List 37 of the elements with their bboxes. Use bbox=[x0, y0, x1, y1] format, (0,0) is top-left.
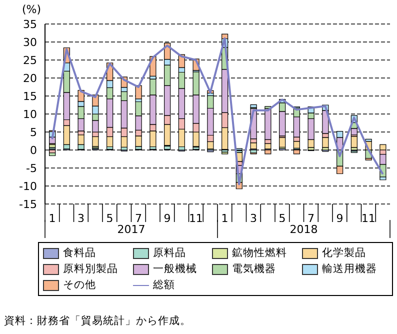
legend-label: 食料品 bbox=[63, 246, 96, 260]
text: 資料：財務省「貿易統計」から作成。 bbox=[4, 314, 191, 328]
x-tick-label: 5 bbox=[106, 212, 114, 225]
x-tick-label: 5 bbox=[278, 212, 286, 225]
x-tick-label: 3 bbox=[77, 212, 84, 225]
legend-label: 原料別製品 bbox=[63, 262, 118, 276]
x-tick-label: 11 bbox=[188, 212, 203, 225]
y-tick-label: 10 bbox=[23, 108, 37, 121]
text: 2017 bbox=[117, 223, 146, 236]
y-tick-label: -10 bbox=[19, 180, 37, 193]
y-tick-label: 35 bbox=[23, 18, 37, 31]
x-tick-label: 1 bbox=[48, 212, 56, 225]
y-tick-label: -15 bbox=[19, 198, 37, 211]
x-tick-label: 7 bbox=[134, 212, 142, 225]
x-tick-label: 11 bbox=[361, 212, 376, 225]
text: 2018 bbox=[290, 223, 318, 236]
y-tick-label: 25 bbox=[23, 54, 37, 67]
legend-label: 原料品 bbox=[153, 246, 186, 260]
y-tick-label: 20 bbox=[23, 72, 37, 85]
x-tick-label: 3 bbox=[250, 212, 257, 225]
y-tick-label: -5 bbox=[26, 162, 37, 175]
x-tick-label: 9 bbox=[164, 212, 171, 225]
x-tick-label: 7 bbox=[307, 212, 314, 225]
y-tick-label: 30 bbox=[23, 36, 37, 49]
legend-label: 化学製品 bbox=[322, 246, 366, 260]
y-tick-label: 0 bbox=[30, 144, 37, 157]
legend-label: 一般機械 bbox=[153, 262, 197, 276]
legend-label: 電気機器 bbox=[232, 262, 276, 276]
legend-label: 総額 bbox=[153, 278, 175, 292]
legend-label: その他 bbox=[63, 278, 96, 292]
y-axis-title: (%) bbox=[22, 3, 42, 16]
y-tick-label: 15 bbox=[23, 90, 37, 103]
y-tick-label: 5 bbox=[30, 126, 37, 139]
legend-label: 鉱物性燃料 bbox=[232, 246, 287, 260]
x-tick-label: 9 bbox=[336, 212, 344, 225]
x-tick-label: 1 bbox=[221, 212, 228, 225]
legend-label: 輸送用機器 bbox=[322, 262, 377, 276]
